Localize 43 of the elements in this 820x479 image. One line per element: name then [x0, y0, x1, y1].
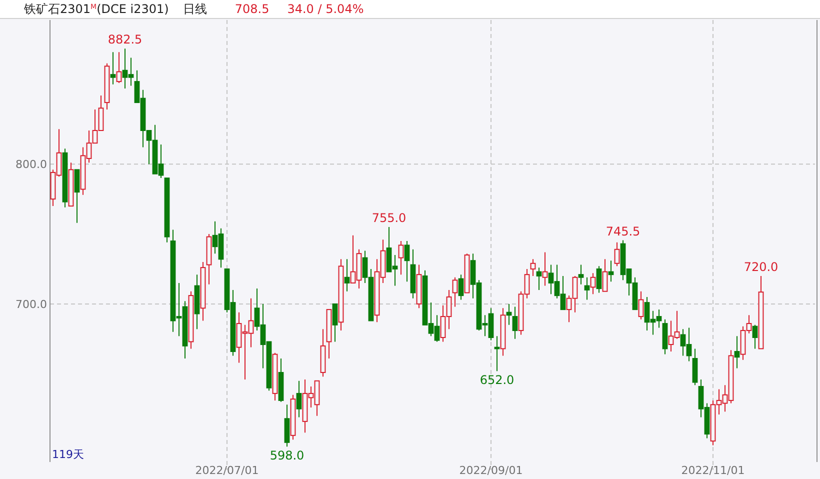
candlestick	[512, 306, 518, 340]
candlestick	[602, 258, 608, 292]
candlestick	[74, 169, 80, 224]
candlestick	[452, 276, 458, 308]
x-tick-label: 2022/07/01	[195, 464, 259, 477]
y-tick-label: 800.0	[16, 158, 47, 172]
y-tick-label: 700.0	[16, 298, 47, 311]
text: 34.0 / 5.04%	[287, 2, 364, 16]
candlestick	[344, 258, 350, 292]
candlestick	[596, 266, 602, 294]
candlestick	[614, 242, 620, 267]
candlestick	[506, 303, 512, 326]
candlestick	[458, 274, 464, 300]
annotation: 745.5	[606, 224, 640, 238]
candlestick	[296, 380, 302, 418]
candlestick	[332, 303, 338, 342]
chart-subtitle: 日线	[182, 2, 207, 16]
x-tick-label: 2022/09/01	[459, 464, 523, 477]
candlestick	[116, 52, 122, 84]
candlestick	[584, 276, 590, 300]
chart-title: 铁矿石2301$^{M}$(DCE i2301)	[23, 2, 169, 16]
candlestick	[398, 240, 404, 276]
candlestick	[590, 272, 596, 295]
candlestick	[536, 267, 542, 290]
annotation: 755.0	[372, 211, 406, 226]
candlestick	[284, 404, 290, 448]
annotation: 652.0	[480, 373, 514, 388]
candlestick	[734, 336, 740, 369]
candlestick	[752, 324, 758, 350]
candlestick	[542, 252, 548, 286]
text: 708.5	[234, 2, 270, 16]
candlestick	[638, 290, 644, 320]
annotation: 598.0	[270, 448, 304, 463]
candlestick	[530, 258, 536, 276]
candlestick	[578, 264, 584, 285]
x-tick-label: 2022/11/01	[681, 464, 745, 477]
annotation: 720.0	[744, 260, 778, 274]
candlestick	[692, 348, 698, 386]
candlestick	[404, 240, 410, 282]
annotation: 882.5	[108, 32, 142, 47]
candlestick	[608, 260, 614, 282]
candlestick	[110, 52, 116, 85]
annotation: 119天	[52, 448, 84, 461]
